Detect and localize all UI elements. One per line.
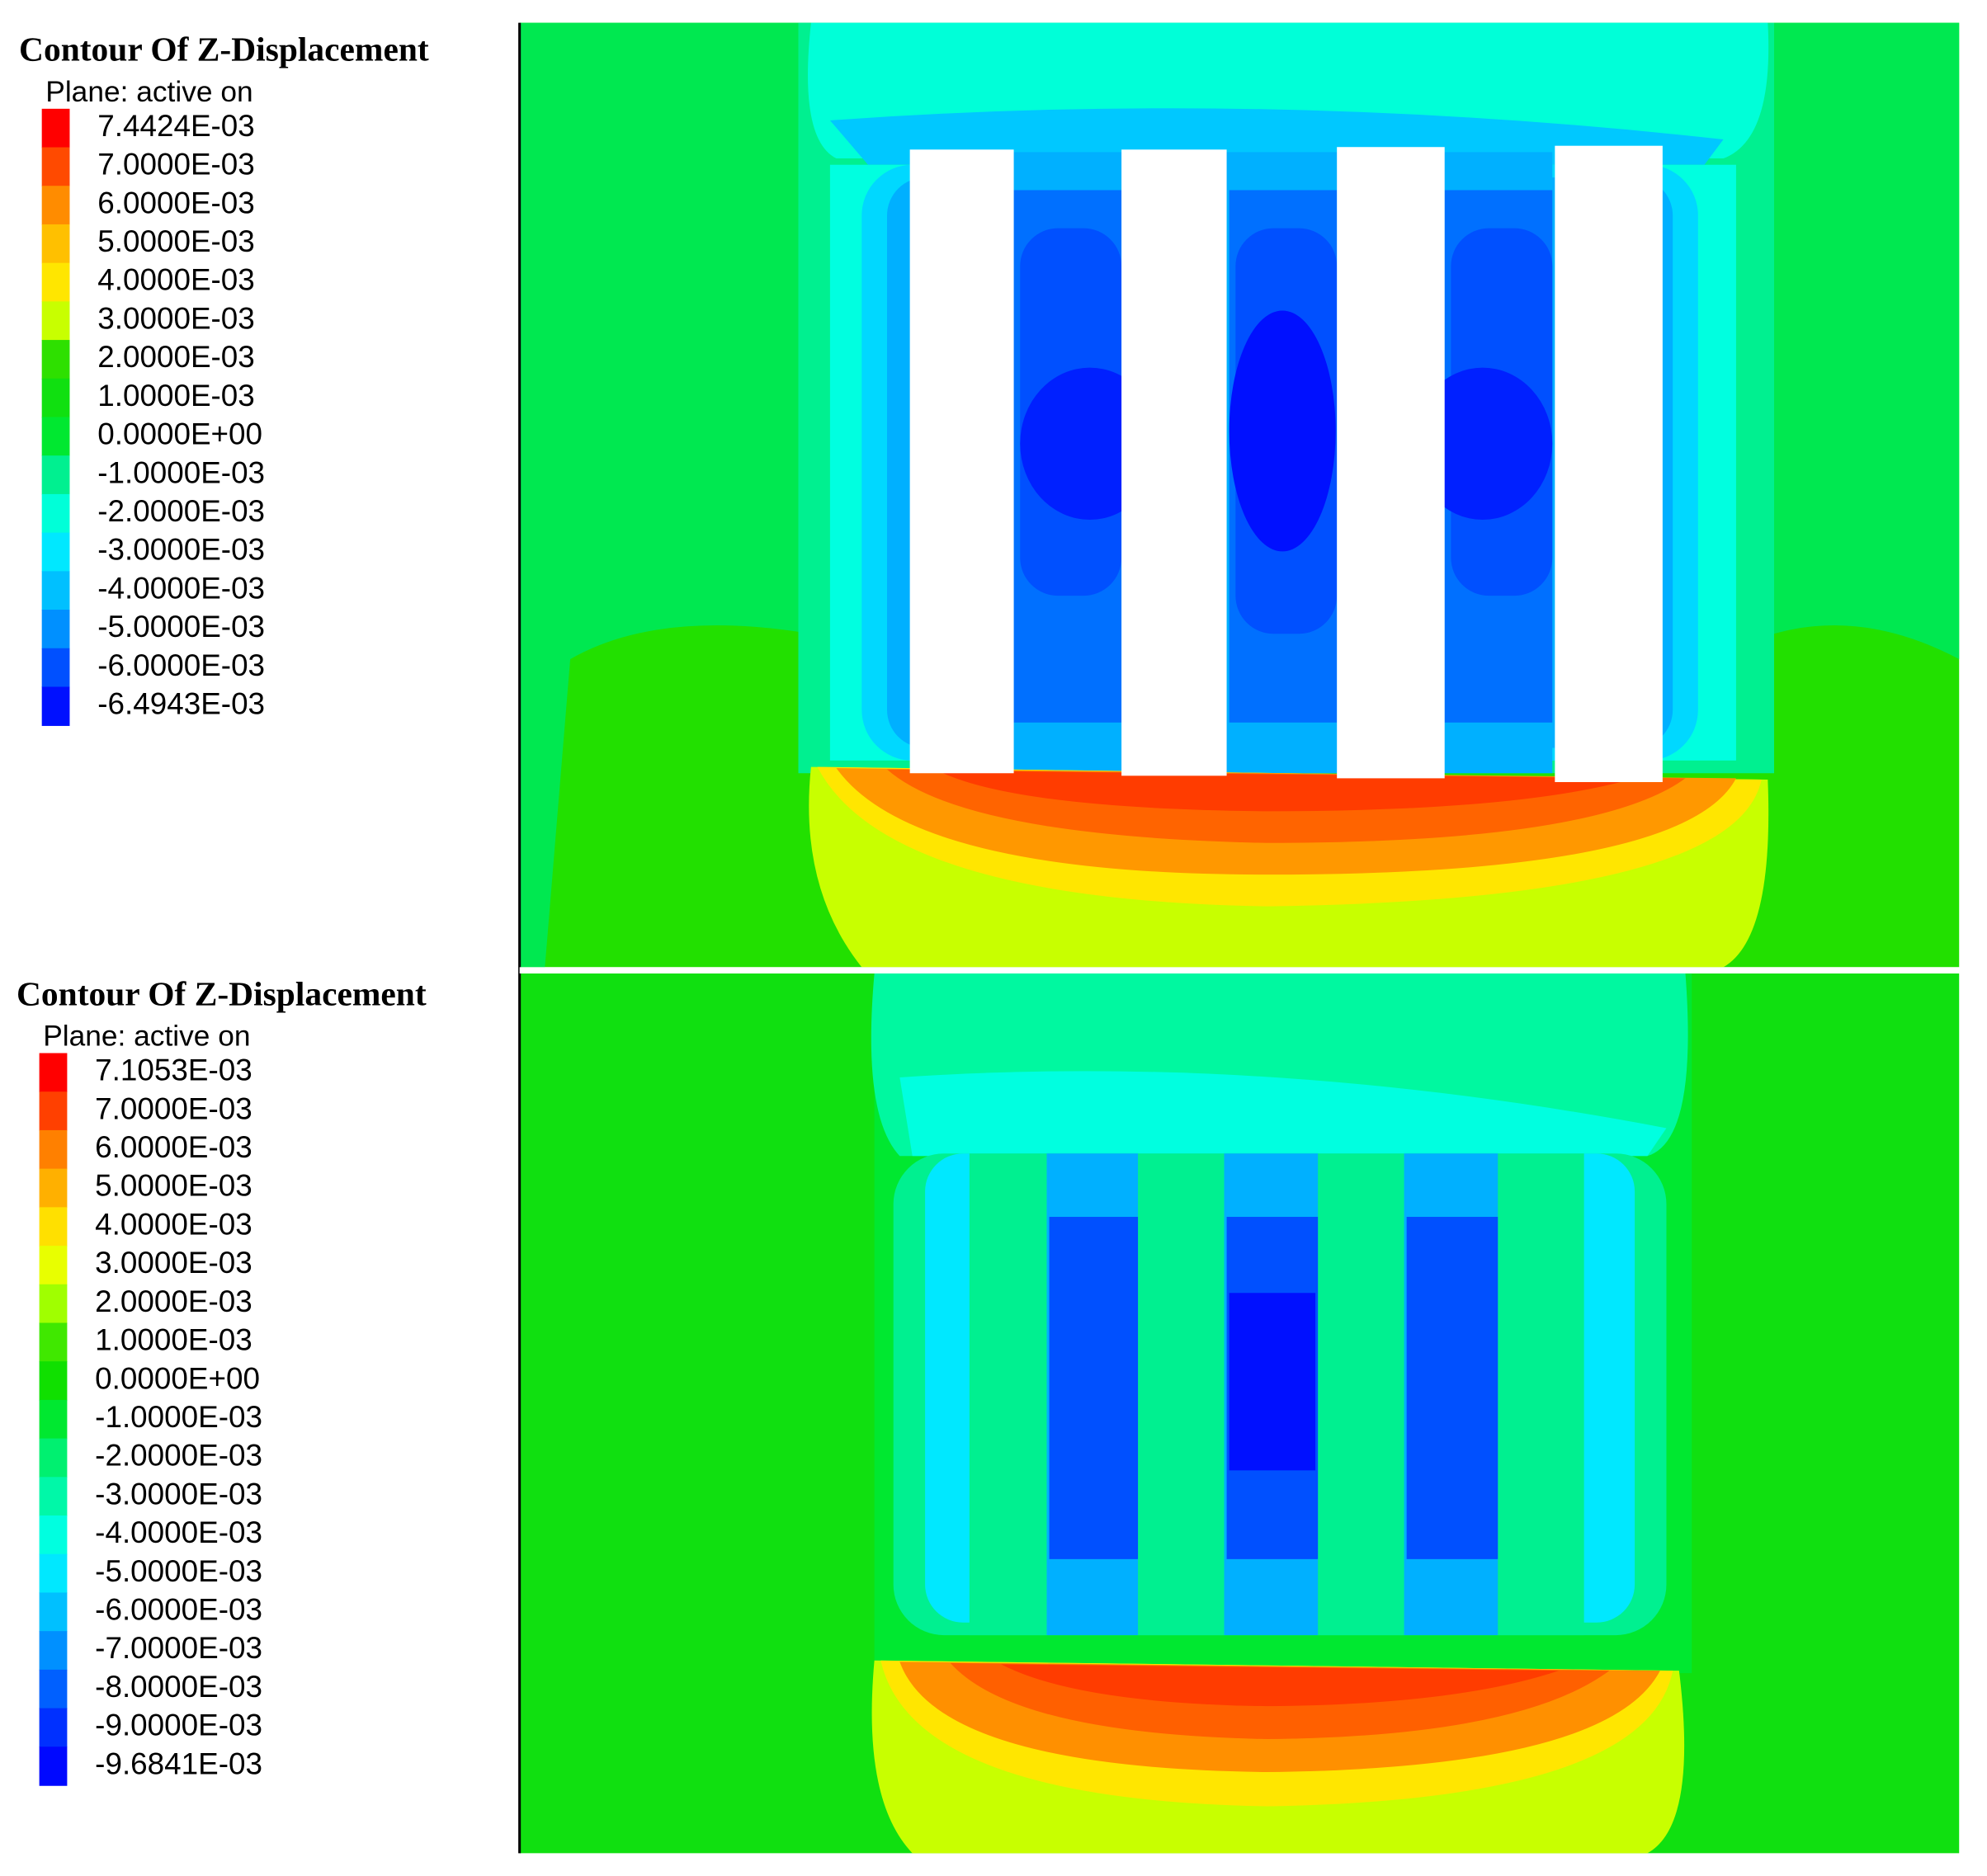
- legend-label: -6.0000E-03: [95, 1593, 262, 1627]
- legend-swatch: [41, 186, 70, 225]
- legend-label: -6.0000E-03: [97, 648, 265, 682]
- legend-label: -7.0000E-03: [95, 1631, 262, 1665]
- legend-label: 7.0000E-03: [97, 148, 255, 181]
- divider: [519, 967, 1965, 974]
- contour-plot: [519, 22, 1960, 968]
- legend-label: -4.0000E-03: [95, 1515, 262, 1549]
- legend-label: -2.0000E-03: [97, 494, 265, 528]
- legend-swatch: [39, 1053, 68, 1092]
- legend-swatch: [41, 493, 70, 534]
- legend-swatch: [39, 1207, 68, 1247]
- legend-label: 5.0000E-03: [95, 1169, 253, 1203]
- legend-label: 6.0000E-03: [95, 1130, 253, 1164]
- legend-swatch: [41, 340, 70, 379]
- legend-label: -3.0000E-03: [97, 533, 265, 567]
- legend-swatch: [39, 1284, 68, 1324]
- legend-subtitle: Plane: active on: [45, 76, 253, 108]
- legend-label: -5.0000E-03: [95, 1554, 262, 1588]
- legend-label: -3.0000E-03: [95, 1477, 262, 1511]
- legend-title: Contour Of Z-Displacement: [19, 31, 429, 68]
- legend-label: 0.0000E+00: [95, 1361, 260, 1395]
- legend-swatch: [39, 1669, 68, 1709]
- legend-swatch: [41, 686, 70, 726]
- legend-swatch: [39, 1091, 68, 1131]
- legend-swatch: [41, 571, 70, 610]
- legend-label: -4.0000E-03: [97, 571, 265, 605]
- legend-swatch: [39, 1246, 68, 1285]
- legend-swatch: [39, 1631, 68, 1671]
- legend-label: -5.0000E-03: [97, 610, 265, 643]
- contour-plot: [519, 973, 1960, 1854]
- legend-swatch: [41, 147, 70, 187]
- legend-label: 6.0000E-03: [97, 186, 255, 219]
- legend-swatch: [41, 262, 70, 303]
- legend-label: 3.0000E-03: [97, 301, 255, 335]
- legend-swatch: [39, 1708, 68, 1748]
- legend-label: -2.0000E-03: [95, 1439, 262, 1473]
- legend-label: -9.0000E-03: [95, 1709, 262, 1742]
- legend-swatch: [39, 1168, 68, 1209]
- legend-swatch: [39, 1399, 68, 1440]
- legend-swatch: [39, 1515, 68, 1555]
- legend-swatch: [39, 1438, 68, 1478]
- legend-label: 2.0000E-03: [97, 340, 255, 374]
- legend-subtitle: Plane: active on: [43, 1020, 250, 1053]
- legend-swatch: [41, 378, 70, 418]
- legend-label: 0.0000E+00: [97, 417, 262, 451]
- legend-swatch: [41, 224, 70, 264]
- legend-label: -1.0000E-03: [95, 1400, 262, 1434]
- legend-label: 3.0000E-03: [95, 1246, 253, 1280]
- legend-label: 2.0000E-03: [95, 1284, 253, 1318]
- legend-swatch: [41, 455, 70, 495]
- legend-swatch: [39, 1746, 68, 1786]
- legend-swatch: [39, 1592, 68, 1632]
- legend-swatch: [41, 301, 70, 341]
- legend-label: 1.0000E-03: [97, 379, 255, 412]
- legend-swatch: [39, 1361, 68, 1401]
- legend-label: 7.1053E-03: [95, 1053, 253, 1087]
- legend-swatch: [41, 610, 70, 649]
- legend-label: 4.0000E-03: [95, 1207, 253, 1241]
- legend-swatch: [39, 1129, 68, 1170]
- legend-swatch: [41, 108, 70, 148]
- legend-title: Contour Of Z-Displacement: [17, 974, 427, 1012]
- legend-swatch: [39, 1477, 68, 1516]
- legend-label: 5.0000E-03: [97, 224, 255, 258]
- legend-label: 4.0000E-03: [97, 263, 255, 297]
- legend-label: 1.0000E-03: [95, 1323, 253, 1357]
- legend-swatch: [39, 1553, 68, 1594]
- legend-label: -1.0000E-03: [97, 455, 265, 489]
- legend-swatch: [39, 1322, 68, 1362]
- legend-label: 7.0000E-03: [95, 1091, 253, 1125]
- legend-label: -9.6841E-03: [95, 1746, 262, 1780]
- legend-label: -6.4943E-03: [97, 687, 265, 721]
- legend-label: -8.0000E-03: [95, 1670, 262, 1704]
- legend-swatch: [41, 532, 70, 573]
- legend-label: 7.4424E-03: [97, 109, 255, 143]
- legend-swatch: [41, 417, 70, 456]
- legend-swatch: [41, 648, 70, 688]
